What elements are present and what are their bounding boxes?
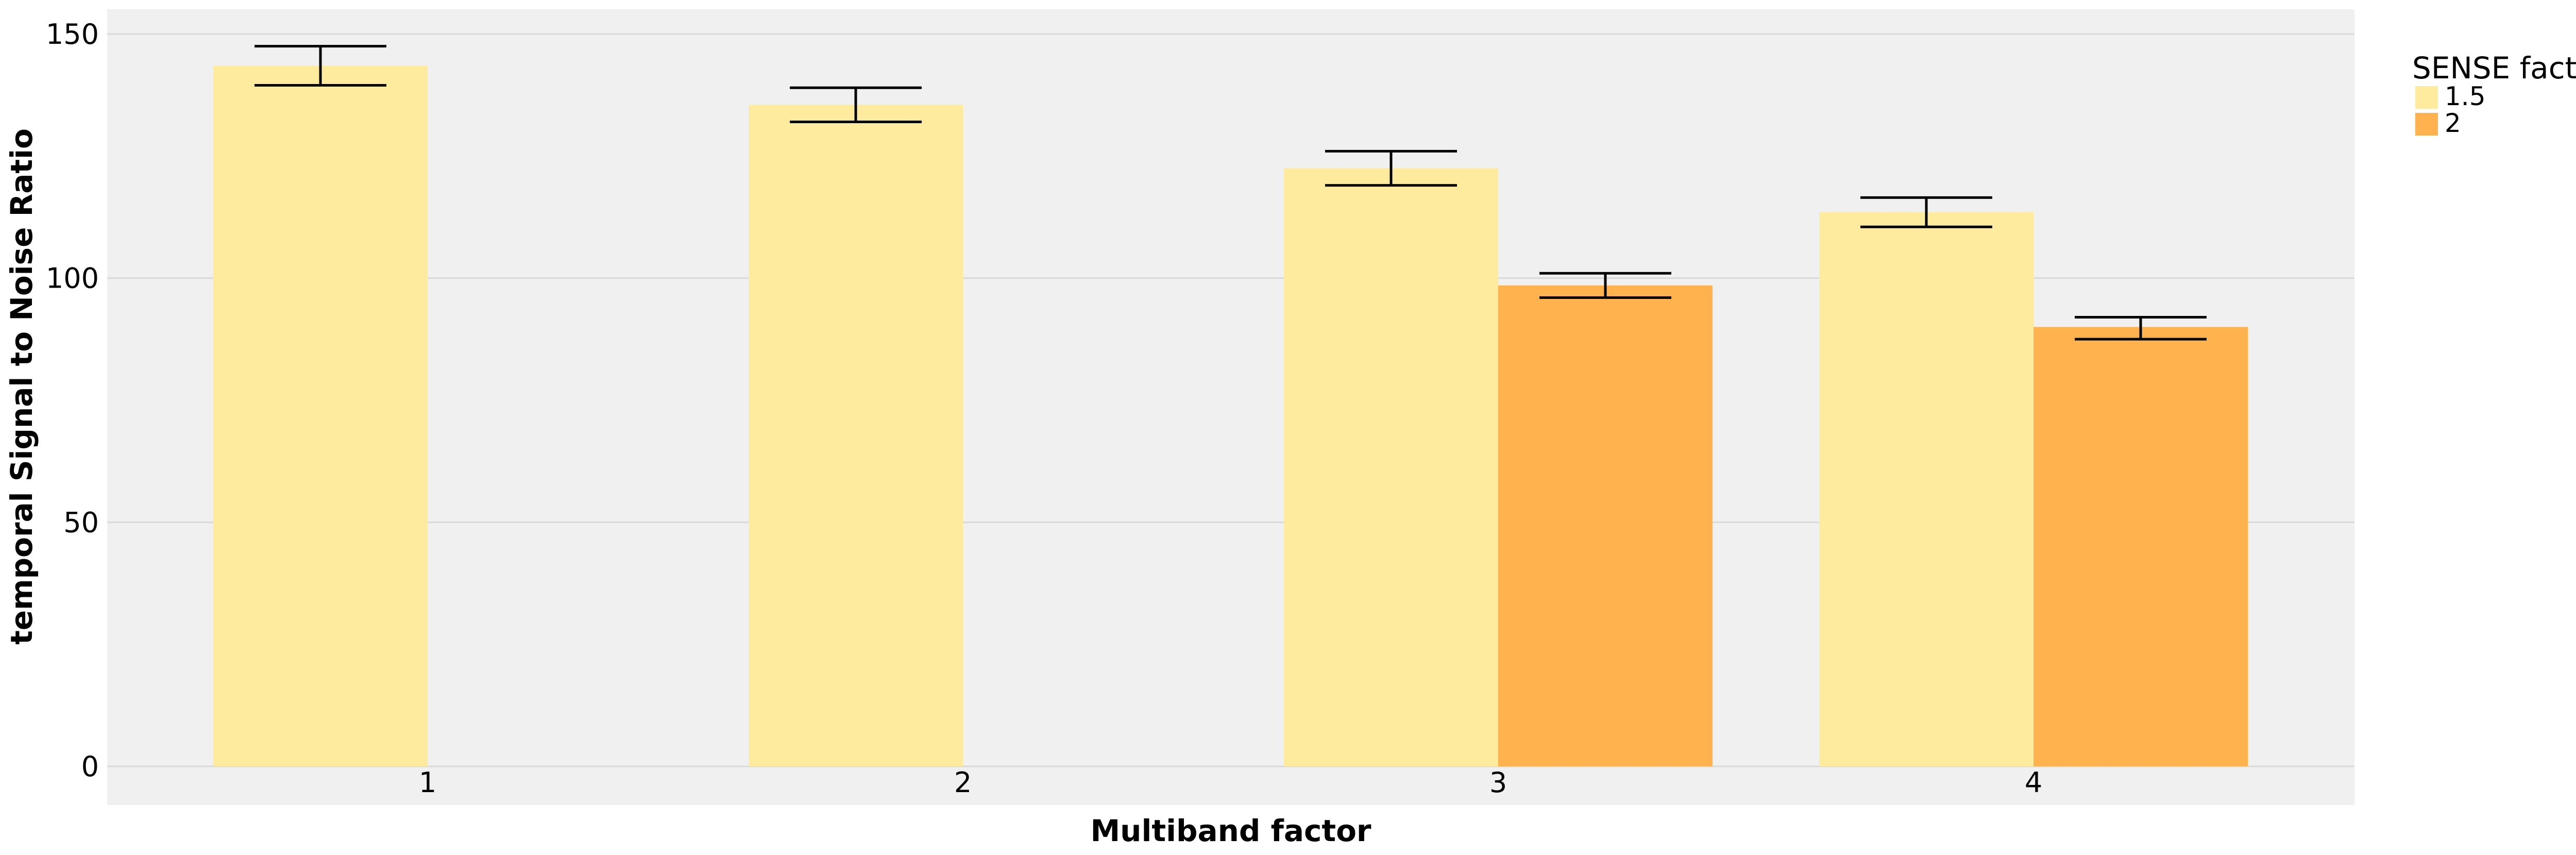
bar-1.5-4 <box>1819 212 2033 767</box>
legend-swatch-1.5 <box>2415 86 2438 109</box>
error-bar-1.5-1 <box>255 45 386 87</box>
legend-label-1.5: 1.5 <box>2445 81 2486 111</box>
x-tick-label-3: 3 <box>1489 766 1507 799</box>
legend-label-2: 2 <box>2445 108 2461 138</box>
bar-1.5-1 <box>213 65 428 767</box>
x-tick-label-4: 4 <box>2025 766 2042 799</box>
error-bar-2-4 <box>2075 315 2207 341</box>
error-bars <box>255 45 2207 341</box>
legend-items: 1.52 <box>2415 81 2486 138</box>
bars <box>213 65 2248 767</box>
y-tick-label-0: 0 <box>81 750 99 783</box>
x-tick-label-2: 2 <box>954 766 972 799</box>
legend-swatch-2 <box>2415 113 2438 136</box>
legend-title: SENSE factor <box>2412 51 2576 86</box>
y-tick-label-150: 150 <box>46 18 99 51</box>
x-axis-label: Multiband factor <box>1090 813 1371 848</box>
bar-1.5-2 <box>749 105 963 767</box>
legend: SENSE factor 1.52 <box>2412 51 2576 138</box>
y-tick-label-50: 50 <box>63 506 99 539</box>
x-tick-label-1: 1 <box>419 766 436 799</box>
bar-2-3 <box>1498 285 1713 766</box>
error-bar-1.5-3 <box>1325 149 1457 187</box>
y-axis-label: temporal Signal to Noise Ratio <box>4 128 39 645</box>
error-bar-1.5-2 <box>790 86 922 124</box>
error-bar-1.5-4 <box>1860 196 1992 228</box>
bar-2-4 <box>2033 327 2248 766</box>
y-tick-labels: 0 50 100 150 <box>46 18 99 783</box>
y-tick-label-100: 100 <box>46 262 99 295</box>
bar-1.5-3 <box>1284 168 1498 767</box>
x-tick-labels: 1 2 3 4 <box>419 766 2042 799</box>
error-bar-2-3 <box>1539 272 1671 299</box>
